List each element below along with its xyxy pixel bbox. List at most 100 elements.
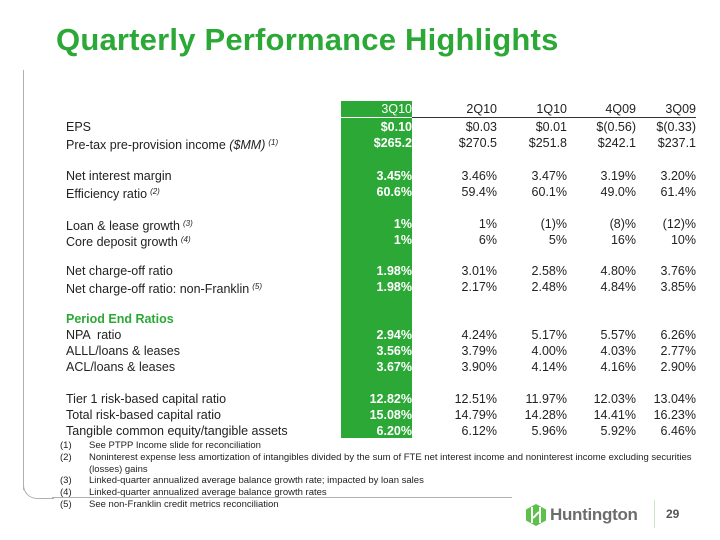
cell: 4.24% bbox=[461, 328, 497, 342]
table-row: Net charge-off ratio 1.98% 3.01% 2.58% 4… bbox=[66, 263, 698, 279]
column-header: 3Q09 bbox=[665, 102, 696, 116]
footnote: (1) See PTPP Income slide for reconciliat… bbox=[60, 440, 710, 452]
row-label: Total risk-based capital ratio bbox=[66, 408, 221, 422]
footnote: (5) See non-Franklin credit metrics recon… bbox=[60, 499, 710, 511]
cell: 4.00% bbox=[531, 344, 567, 358]
huntington-hexagon-icon bbox=[526, 504, 546, 526]
cell: 1% bbox=[393, 233, 412, 247]
header-rule bbox=[341, 117, 696, 118]
footnote-text: Noninterest expense less amortization of… bbox=[89, 451, 692, 475]
cell: 1% bbox=[393, 217, 412, 231]
cell: 3.47% bbox=[531, 169, 567, 183]
row-label: Pre-tax pre-provision income ($MM) (1) bbox=[66, 138, 279, 152]
cell: 2.77% bbox=[660, 344, 696, 358]
footnote-text: See PTPP Income slide for reconciliation bbox=[89, 440, 261, 451]
row-label: ALLL/loans & leases bbox=[66, 344, 180, 358]
row-label: Tier 1 risk-based capital ratio bbox=[66, 392, 227, 406]
table-row: Core deposit growth (4) 1% 6% 5% 16% 10% bbox=[66, 232, 698, 249]
cell: 61.4% bbox=[660, 185, 696, 199]
table-row: ALLL/loans & leases 3.56% 3.79% 4.00% 4.… bbox=[66, 343, 698, 359]
row-label: Core deposit growth (4) bbox=[66, 235, 191, 249]
unit-label: ($MM) bbox=[229, 138, 266, 152]
cell: 16.23% bbox=[653, 408, 696, 422]
table-row: NPA ratio 2.94% 4.24% 5.17% 5.57% 6.26% bbox=[66, 327, 698, 343]
highlight-column-3q10 bbox=[341, 101, 412, 438]
cell: 6.46% bbox=[660, 424, 696, 438]
cell: 60.6% bbox=[376, 185, 412, 199]
column-header: 4Q09 bbox=[605, 102, 636, 116]
footnote: (4) Linked-quarter annualized average bal… bbox=[60, 487, 710, 499]
page-number-divider bbox=[654, 500, 655, 528]
cell: $265.2 bbox=[373, 136, 412, 150]
table-row: Efficiency ratio (2) 60.6% 59.4% 60.1% 49… bbox=[66, 184, 698, 201]
page-number: 29 bbox=[666, 507, 680, 521]
cell: 15.08% bbox=[369, 408, 412, 422]
table-row: Net charge-off ratio: non-Franklin (5) 1.… bbox=[66, 279, 698, 296]
cell: $0.01 bbox=[535, 120, 567, 134]
cell: 5% bbox=[548, 233, 567, 247]
column-header: 1Q10 bbox=[536, 102, 567, 116]
page-title: Quarterly Performance Highlights bbox=[56, 22, 559, 57]
cell: 2.94% bbox=[376, 328, 412, 342]
cell: 4.16% bbox=[600, 360, 636, 374]
cell: 4.03% bbox=[600, 344, 636, 358]
cell: 3.56% bbox=[376, 344, 412, 358]
cell: 6.20% bbox=[376, 424, 412, 438]
cell: $(0.56) bbox=[596, 120, 636, 134]
cell: 12.03% bbox=[593, 392, 636, 406]
cell: 5.57% bbox=[600, 328, 636, 342]
cell: 14.41% bbox=[593, 408, 636, 422]
table-row: Pre-tax pre-provision income ($MM) (1) $2… bbox=[66, 135, 698, 152]
cell: 1% bbox=[478, 217, 497, 231]
cell: 3.76% bbox=[660, 264, 696, 278]
footnote-number: (4) bbox=[60, 487, 72, 499]
cell: 3.45% bbox=[376, 169, 412, 183]
table-header-row: 3Q10 2Q10 1Q10 4Q09 3Q09 bbox=[66, 101, 698, 117]
cell: 2.48% bbox=[531, 280, 567, 294]
cell: $0.10 bbox=[380, 120, 412, 134]
cell: 13.04% bbox=[653, 392, 696, 406]
footnote-number: (2) bbox=[60, 451, 72, 463]
footnote: (2) Noninterest expense less amortization… bbox=[60, 452, 710, 476]
row-label: Tangible common equity/tangible assets bbox=[66, 424, 288, 438]
footnote: (3) Linked-quarter annualized average bal… bbox=[60, 475, 710, 487]
row-label: Net charge-off ratio: non-Franklin (5) bbox=[66, 282, 262, 296]
table-row: Loan & lease growth (3) 1% 1% (1)% (8)% (… bbox=[66, 216, 698, 233]
footnote-ref: (3) bbox=[182, 219, 193, 228]
footnote-ref: (4) bbox=[180, 235, 191, 244]
cell: 4.84% bbox=[600, 280, 636, 294]
cell: 2.17% bbox=[461, 280, 497, 294]
cell: 1.98% bbox=[376, 264, 412, 278]
cell: 10% bbox=[670, 233, 696, 247]
column-header: 3Q10 bbox=[381, 102, 412, 116]
footnote-ref: (5) bbox=[252, 282, 262, 291]
huntington-logo: Huntington bbox=[526, 504, 638, 526]
cell: 59.4% bbox=[461, 185, 497, 199]
cell: 4.80% bbox=[600, 264, 636, 278]
section-heading-row: Period End Ratios bbox=[66, 311, 698, 327]
row-label: Net charge-off ratio bbox=[66, 264, 173, 278]
header-rule-highlight bbox=[341, 117, 412, 118]
footnote-number: (1) bbox=[60, 440, 72, 451]
cell: 2.58% bbox=[531, 264, 567, 278]
table-row: EPS $0.10 $0.03 $0.01 $(0.56) $(0.33) bbox=[66, 119, 698, 135]
row-label: Efficiency ratio (2) bbox=[66, 187, 160, 201]
row-label: Net interest margin bbox=[66, 169, 172, 183]
table-row: ACL/loans & leases 3.67% 3.90% 4.14% 4.1… bbox=[66, 359, 698, 375]
cell: $0.03 bbox=[465, 120, 497, 134]
cell: (8)% bbox=[609, 217, 636, 231]
footnotes: (1) See PTPP Income slide for reconciliat… bbox=[60, 440, 710, 511]
logo-wordmark: Huntington bbox=[550, 505, 638, 524]
cell: 3.20% bbox=[660, 169, 696, 183]
cell: $242.1 bbox=[597, 136, 636, 150]
cell: 3.85% bbox=[660, 280, 696, 294]
footnote-number: (3) bbox=[60, 475, 72, 487]
cell: 6.12% bbox=[461, 424, 497, 438]
row-label: NPA ratio bbox=[66, 328, 122, 342]
cell: 12.82% bbox=[369, 392, 412, 406]
cell: 5.92% bbox=[600, 424, 636, 438]
cell: $270.5 bbox=[458, 136, 497, 150]
cell: $251.8 bbox=[528, 136, 567, 150]
cell: 12.51% bbox=[454, 392, 497, 406]
cell: 4.14% bbox=[531, 360, 567, 374]
